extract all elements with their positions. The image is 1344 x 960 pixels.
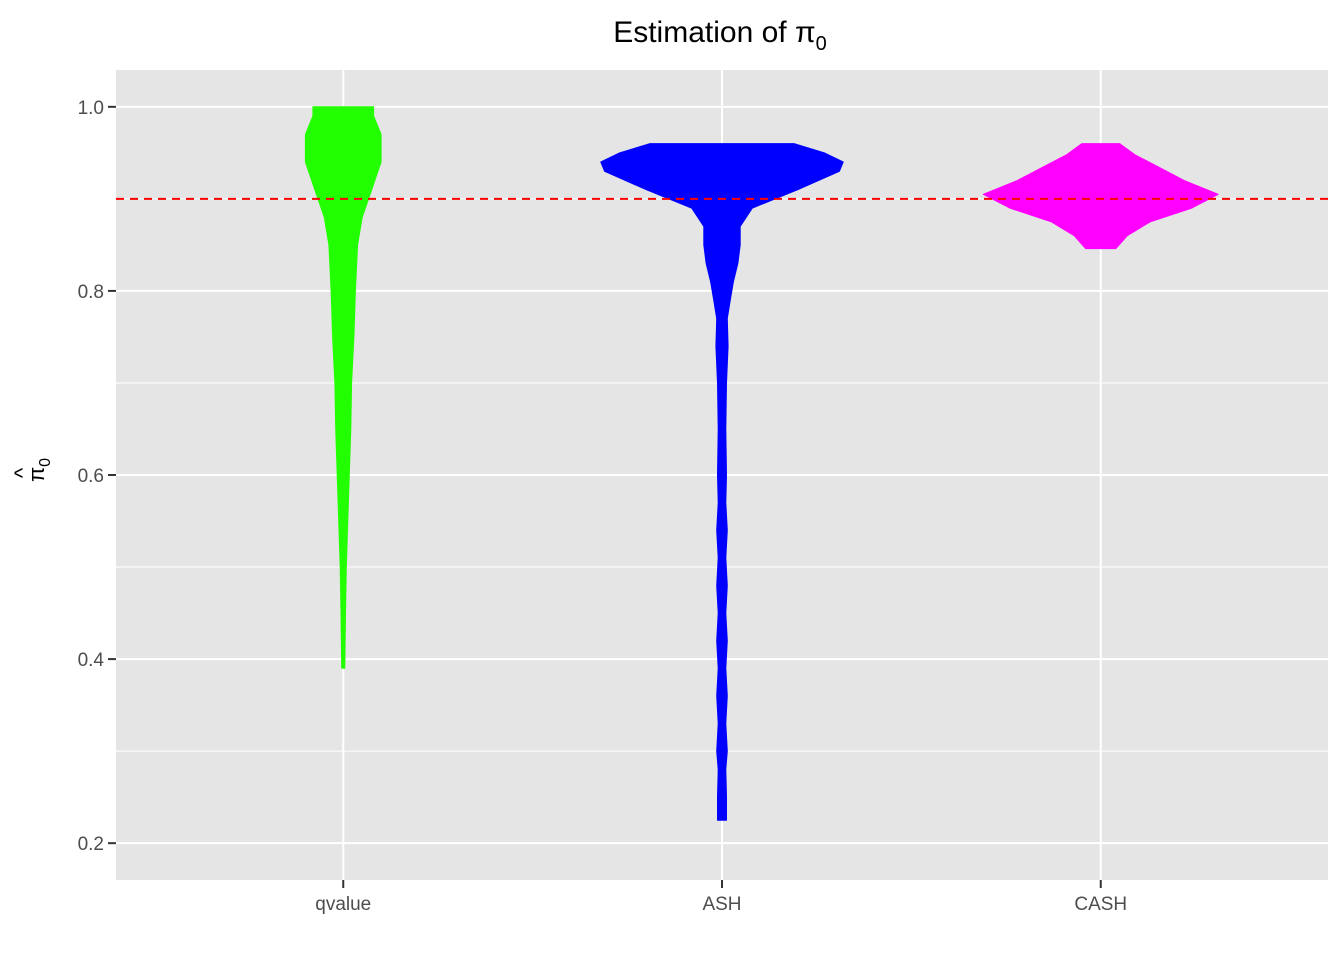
y-axis: 0.2 0.4 0.6 0.8 1.0 (78, 98, 116, 855)
x-tick-label: qvalue (315, 894, 371, 915)
y-tick-label: 0.2 (78, 834, 104, 855)
chart-title: Estimation of π0 (613, 16, 827, 55)
y-axis-title-accent: ^ (10, 467, 35, 478)
y-axis-title-text: π0 (24, 458, 54, 482)
x-tick-label: ASH (702, 894, 741, 915)
chart-title-text: Estimation of π (613, 16, 815, 49)
y-tick-label: 0.8 (78, 282, 104, 303)
violins (304, 106, 1219, 821)
violin-ash (600, 143, 844, 821)
x-axis: qvalue ASH CASH (315, 880, 1127, 915)
chart-title-subscript: 0 (816, 33, 827, 55)
y-axis-title: π0 ^ (10, 458, 54, 482)
x-tick-label: CASH (1074, 894, 1127, 915)
y-axis-title-subscript: 0 (37, 458, 54, 467)
y-tick-label: 0.4 (78, 650, 105, 671)
violin-qvalue (304, 106, 382, 669)
violin-cash (982, 143, 1219, 250)
y-tick-label: 1.0 (78, 98, 104, 119)
y-tick-label: 0.6 (78, 466, 104, 487)
